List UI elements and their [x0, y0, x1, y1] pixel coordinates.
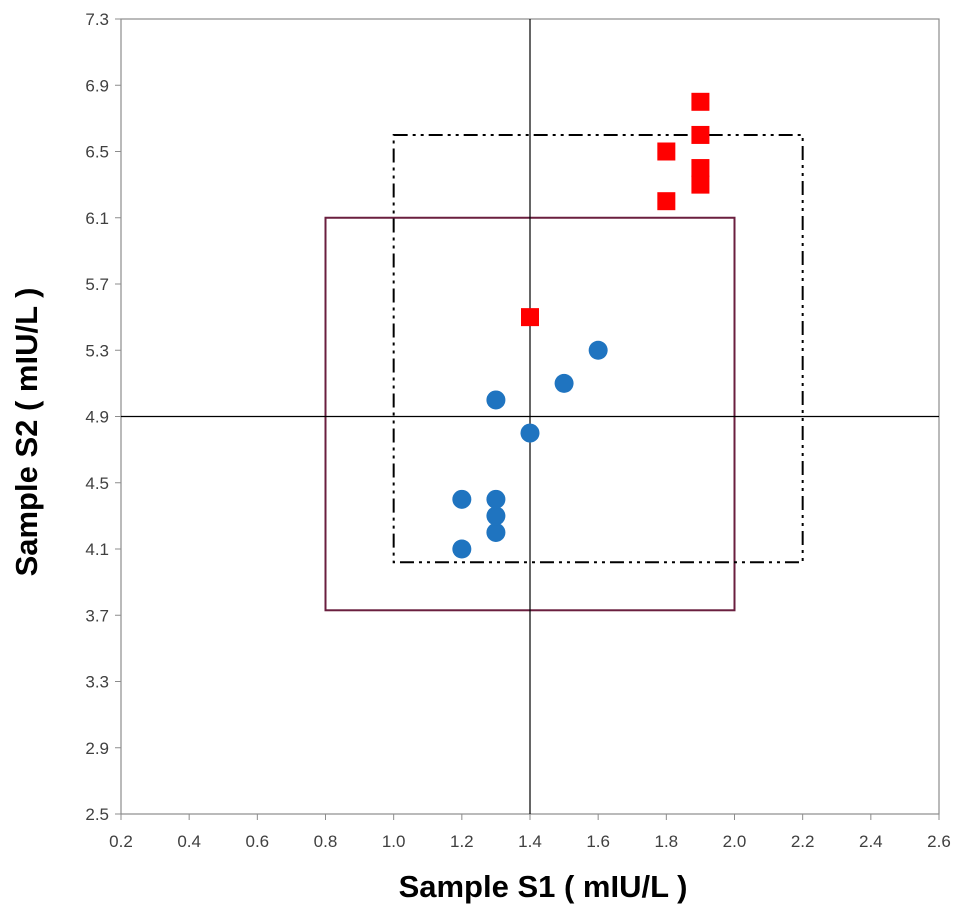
y-axis-ticks: 7.3 6.9 6.5 6.1 5.7 5.3 4.9 4.5 4.1 3.7 3.3 2.9 2.5	[85, 10, 121, 824]
y-tick-label: 5.3	[85, 341, 109, 360]
square-data-point	[691, 125, 710, 144]
square-data-point	[521, 308, 539, 327]
circle-data-point	[588, 340, 608, 360]
y-tick-label: 5.7	[85, 275, 109, 294]
y-tick-label: 2.5	[85, 805, 109, 824]
x-tick-label: 1.6	[586, 832, 610, 851]
circle-data-point	[452, 539, 472, 559]
reference-lines	[121, 19, 939, 814]
x-tick-label: 2.6	[927, 832, 951, 851]
square-data-point	[657, 142, 676, 161]
x-tick-label: 0.6	[246, 832, 270, 851]
x-tick-label: 1.4	[518, 832, 542, 851]
x-tick-label: 2.2	[791, 832, 815, 851]
y-tick-label: 6.1	[85, 209, 109, 228]
y-tick-label: 3.3	[85, 673, 109, 692]
y-axis-title: Sample S2 ( mIU/L )	[9, 288, 44, 577]
x-tick-label: 1.2	[450, 832, 474, 851]
square-data-point	[691, 175, 710, 194]
y-tick-label: 3.7	[85, 606, 109, 625]
data-points	[452, 92, 710, 559]
x-tick-label: 0.2	[109, 832, 133, 851]
y-tick-label: 4.1	[85, 540, 109, 559]
y-tick-label: 6.5	[85, 143, 109, 162]
x-axis-ticks: 0.2 0.4 0.6 0.8 1.0 1.2 1.4 1.6 1.8 2.0 2.2 2.4 2.6	[109, 814, 951, 851]
y-tick-label: 6.9	[85, 76, 109, 95]
circle-data-point	[486, 489, 506, 509]
x-tick-label: 0.4	[177, 832, 201, 851]
circle-data-point	[554, 373, 574, 393]
x-tick-label: 2.0	[723, 832, 747, 851]
dash-dot-region-box	[392, 133, 804, 564]
circle-data-point	[486, 522, 506, 542]
circle-data-point	[486, 506, 506, 526]
circle-data-point	[486, 390, 506, 410]
x-tick-label: 1.0	[382, 832, 406, 851]
circle-data-point	[452, 489, 472, 509]
square-data-point	[691, 159, 710, 178]
y-tick-label: 4.5	[85, 474, 109, 493]
square-data-point	[691, 92, 710, 111]
x-tick-label: 0.8	[314, 832, 338, 851]
square-data-point	[657, 192, 676, 211]
y-tick-label: 7.3	[85, 10, 109, 29]
circle-data-point	[520, 423, 540, 443]
x-tick-label: 1.8	[655, 832, 679, 851]
x-tick-label: 2.4	[859, 832, 883, 851]
y-tick-label: 2.9	[85, 739, 109, 758]
x-axis-title: Sample S1 ( mIU/L )	[399, 869, 688, 904]
y-tick-label: 4.9	[85, 408, 109, 427]
